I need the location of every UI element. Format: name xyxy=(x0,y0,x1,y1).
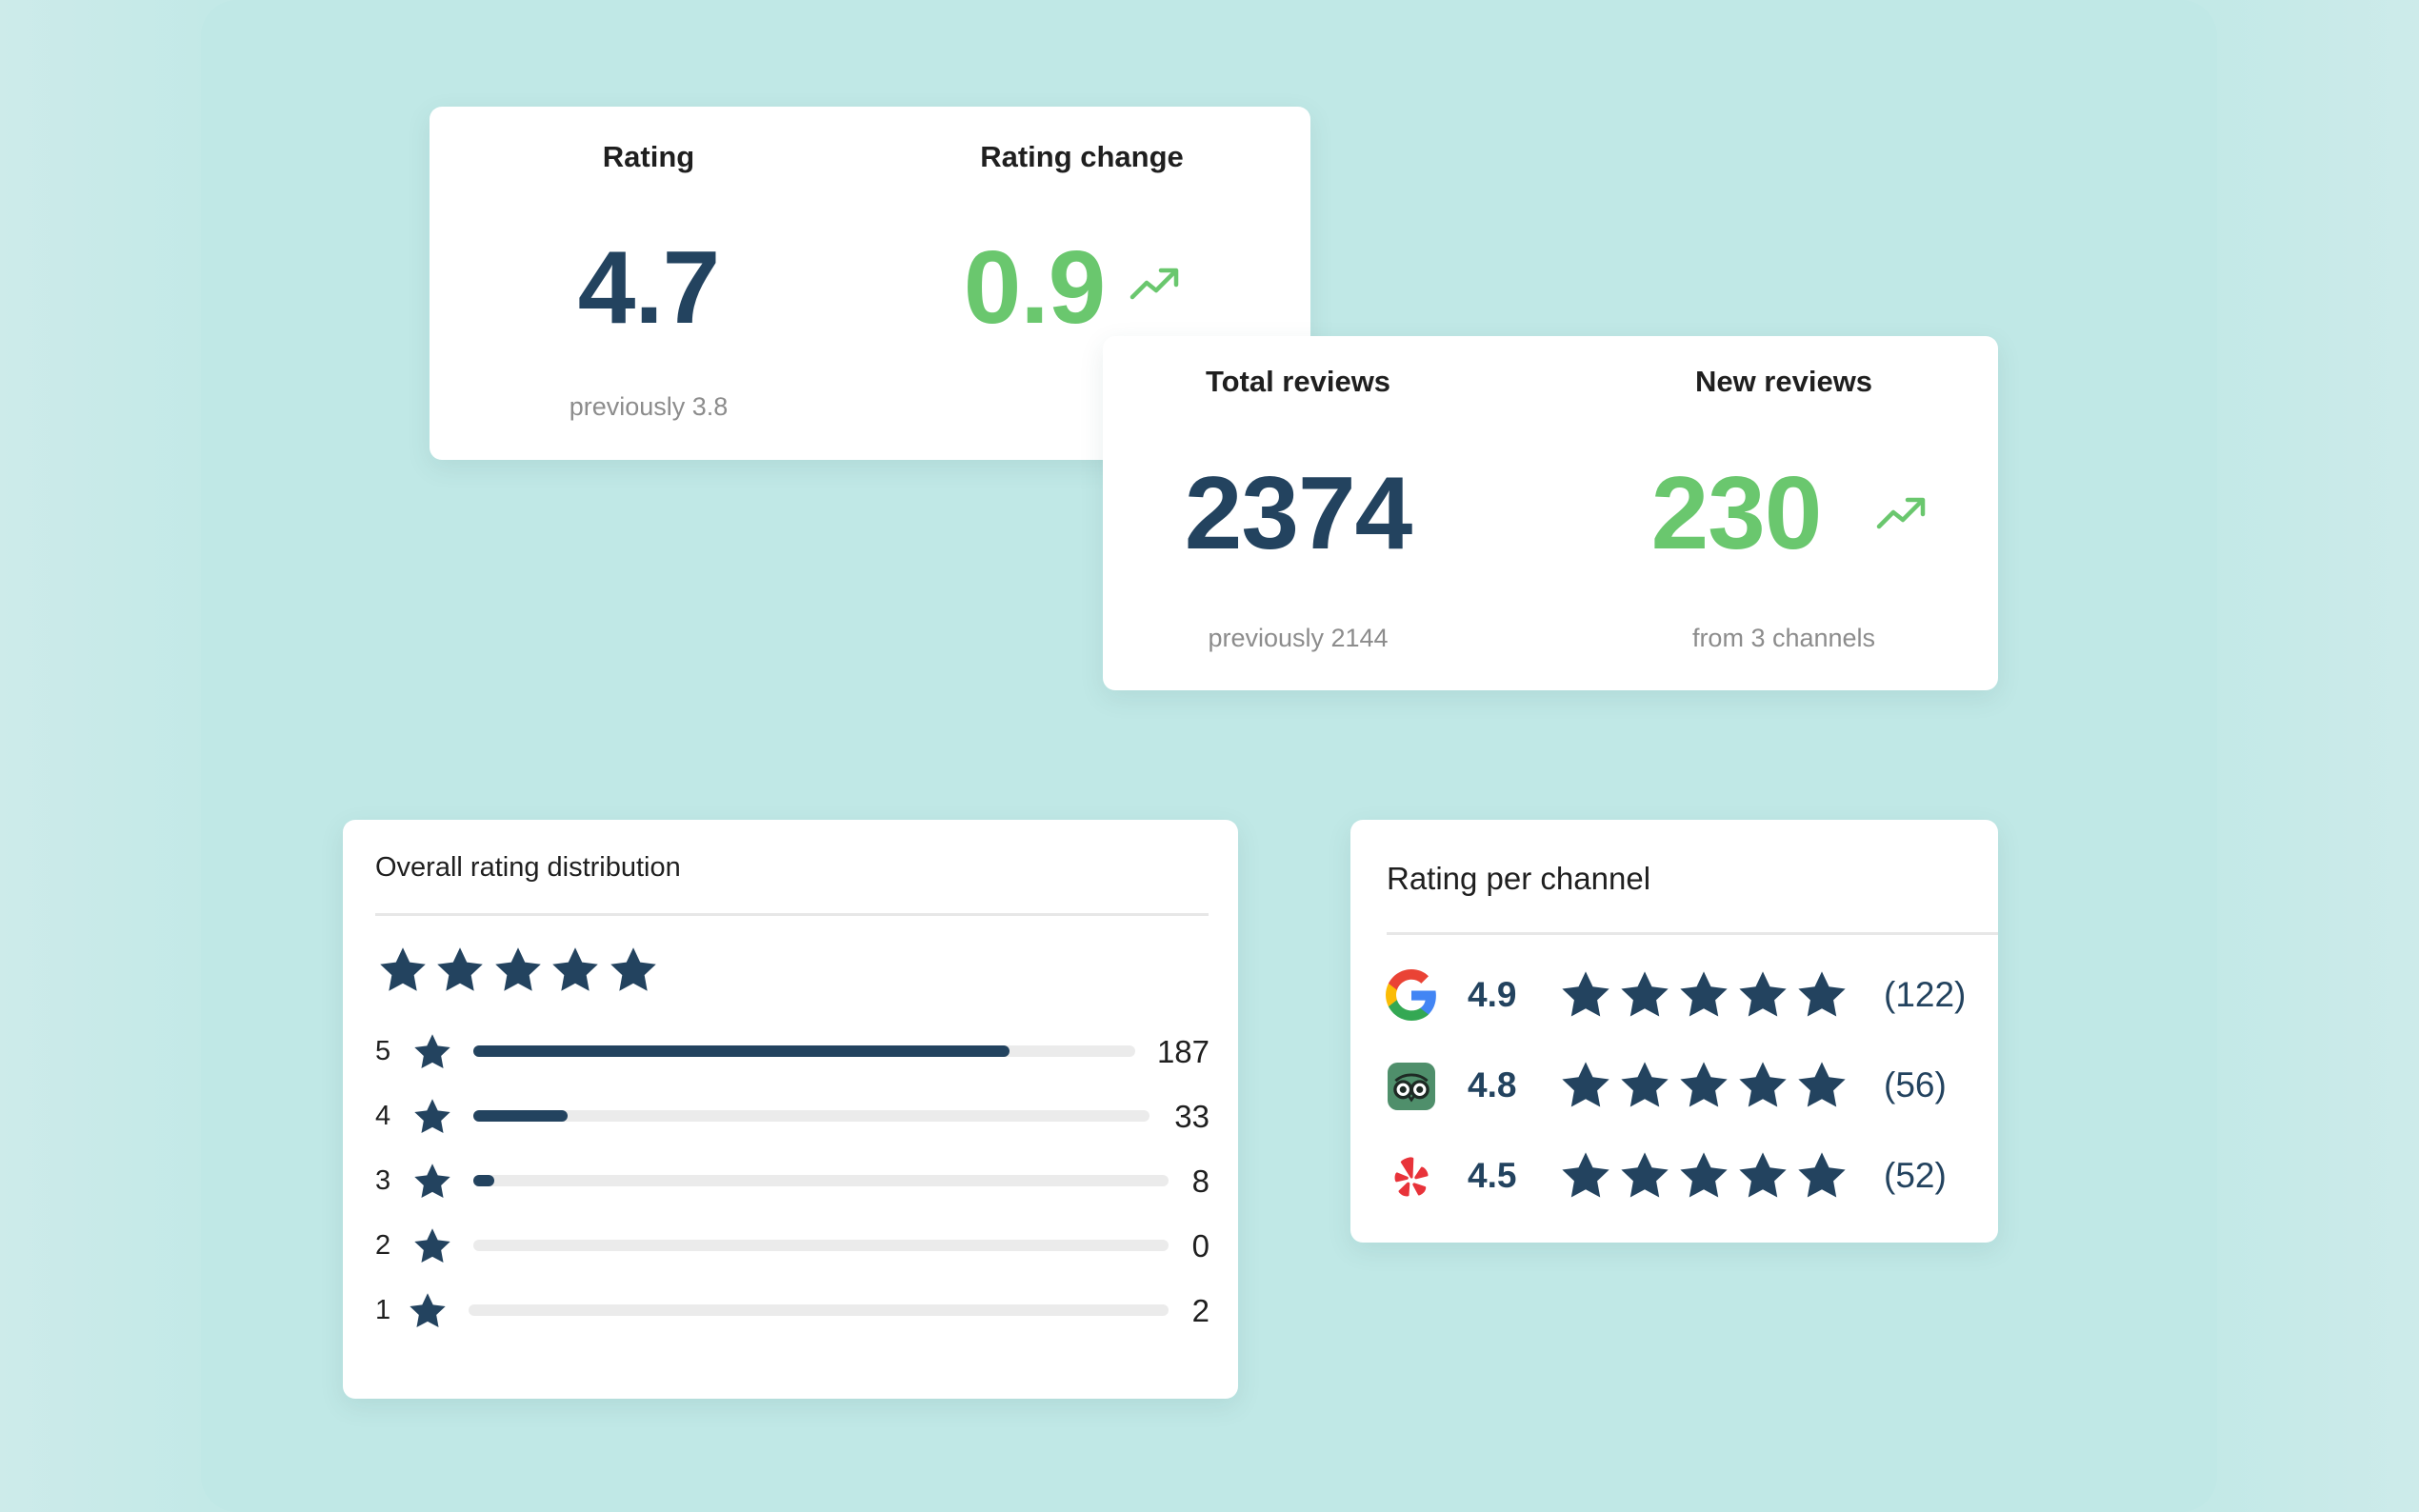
star-icon xyxy=(549,944,602,997)
distribution-row-count: 2 xyxy=(1191,1293,1210,1328)
star-icon xyxy=(1794,967,1849,1023)
distribution-row-count: 0 xyxy=(1191,1228,1210,1263)
channel-rating: 4.9 xyxy=(1468,975,1517,1014)
trend-up-icon xyxy=(1130,268,1179,300)
new-reviews-sub: from 3 channels xyxy=(1691,624,1876,652)
total-reviews-value: 2374 xyxy=(1184,455,1412,571)
channel-rating: 4.8 xyxy=(1468,1065,1517,1104)
star-icon xyxy=(1794,1148,1849,1204)
channel-review-count: (56) xyxy=(1884,1065,1947,1104)
new-reviews-label: New reviews xyxy=(1694,365,1873,398)
star-icon xyxy=(1735,967,1790,1023)
star-icon xyxy=(1617,967,1672,1023)
rating-label: Rating xyxy=(602,140,695,173)
star-icon xyxy=(411,1096,453,1138)
star-icon xyxy=(411,1225,453,1267)
distribution-divider xyxy=(375,913,1209,916)
star-icon xyxy=(376,944,430,997)
distribution-row-stars: 2 xyxy=(375,1230,391,1261)
star-icon xyxy=(1735,1148,1790,1204)
star-icon xyxy=(607,944,660,997)
reviews-card: Total reviews 2374 previously 2144 New r… xyxy=(1103,336,1998,690)
distribution-bar xyxy=(473,1175,1169,1186)
distribution-row-stars: 1 xyxy=(375,1295,391,1325)
distribution-bar-fill xyxy=(473,1045,1010,1057)
distribution-bar-fill xyxy=(473,1110,569,1122)
star-icon xyxy=(1676,1058,1731,1113)
star-icon xyxy=(1735,1058,1790,1113)
distribution-row-count: 33 xyxy=(1174,1099,1210,1134)
distribution-row-stars: 4 xyxy=(375,1101,391,1131)
distribution-bar xyxy=(473,1110,1150,1122)
new-reviews-value: 230 xyxy=(1650,455,1823,571)
distribution-row-count: 187 xyxy=(1156,1034,1210,1069)
distribution-title: Overall rating distribution xyxy=(375,852,681,883)
rating-value: 4.7 xyxy=(577,229,721,346)
star-icon xyxy=(1617,1058,1672,1113)
trend-up-icon xyxy=(1876,497,1926,529)
channels-divider xyxy=(1387,932,1998,935)
distribution-bar xyxy=(473,1240,1169,1251)
distribution-row-count: 8 xyxy=(1191,1164,1210,1199)
yelp-icon xyxy=(1394,1157,1429,1197)
google-icon xyxy=(1386,969,1436,1021)
rating-distribution-card: Overall rating distribution 5 187 4 33 3… xyxy=(343,820,1238,1399)
star-icon xyxy=(411,1031,453,1073)
rating-per-channel-card: Rating per channel 4.9 (122) 4.8 (56) 4.… xyxy=(1350,820,1998,1243)
distribution-bar xyxy=(473,1045,1135,1057)
rating-change-value: 0.9 xyxy=(963,229,1107,346)
star-icon xyxy=(491,944,545,997)
channels-title: Rating per channel xyxy=(1387,861,1651,896)
star-icon xyxy=(411,1161,453,1203)
star-icon xyxy=(433,944,487,997)
rating-previous: previously 3.8 xyxy=(569,392,729,421)
channel-rating: 4.5 xyxy=(1468,1156,1517,1195)
distribution-bar xyxy=(469,1304,1169,1316)
rating-change-label: Rating change xyxy=(980,140,1184,173)
channel-review-count: (52) xyxy=(1884,1156,1947,1195)
star-icon xyxy=(1558,1058,1613,1113)
distribution-bar-fill xyxy=(473,1175,494,1186)
channel-review-count: (122) xyxy=(1884,975,1967,1014)
distribution-row-stars: 5 xyxy=(375,1036,391,1066)
star-icon xyxy=(1558,967,1613,1023)
star-icon xyxy=(1794,1058,1849,1113)
total-reviews-label: Total reviews xyxy=(1205,365,1391,398)
star-icon xyxy=(1676,1148,1731,1204)
total-reviews-previous: previously 2144 xyxy=(1208,624,1389,652)
star-icon xyxy=(1558,1148,1613,1204)
star-icon xyxy=(1617,1148,1672,1204)
star-icon xyxy=(407,1290,449,1332)
star-icon xyxy=(1676,967,1731,1023)
distribution-row-stars: 3 xyxy=(375,1165,391,1196)
tripadvisor-icon xyxy=(1388,1063,1435,1110)
